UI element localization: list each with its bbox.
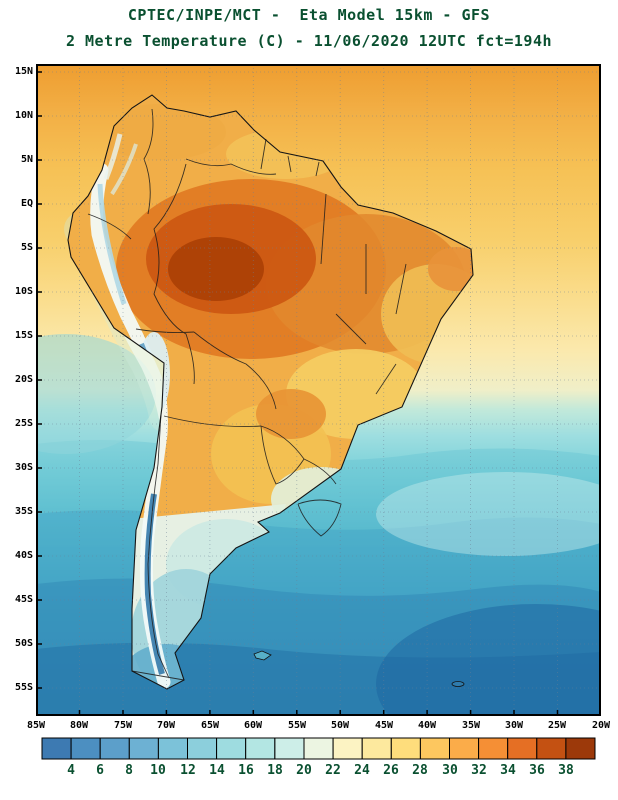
map-frame [0,64,618,764]
colorbar-segment [565,737,596,760]
islands [253,650,465,687]
lat-label: 40S [14,550,33,561]
colorbar-segment [419,737,450,760]
colorbar-value: 26 [383,763,399,778]
colorbar-value: 6 [96,763,104,778]
lon-label: 20W [591,720,611,731]
colorbar-value: 36 [529,763,545,778]
colorbar-value: 14 [209,763,225,778]
lon-label: 55W [287,720,307,731]
colorbar-segment [157,737,189,760]
colorbar-value: 24 [354,763,370,778]
lon-label: 30W [504,720,524,731]
title-line-2: 2 Metre Temperature (C) - 11/06/2020 12U… [65,32,553,50]
lat-label: 45S [14,594,33,605]
lat-label: 15N [14,66,33,77]
lat-label: 5N [20,154,33,165]
map-canvas [0,64,618,764]
lon-label: 50W [330,720,350,731]
lon-label: 85W [26,720,46,731]
colorbar-value: 22 [325,763,341,778]
colorbar-value: 16 [238,763,254,778]
colorbar-segment [70,737,101,760]
colorbar-value: 28 [412,763,428,778]
colorbar-segment [245,737,276,760]
colorbar-value: 4 [67,763,75,778]
lat-label: 35S [14,506,33,517]
lon-label: 25W [547,720,567,731]
lon-label: 35W [461,720,481,731]
lat-label: 50S [14,638,33,649]
colorbar-value: 34 [500,763,516,778]
colorbar-segment [128,737,159,760]
graticule [36,64,601,716]
lat-label: 15S [14,330,33,341]
colorbar-value: 32 [471,763,487,778]
colorbar-segment [390,737,421,760]
colorbar-segment [274,737,305,760]
lat-label: 55S [14,682,33,693]
lon-label: 75W [113,720,133,731]
title-line-1: CPTEC/INPE/MCT - Eta Model 15km - GFS [127,6,491,24]
lat-label: 10N [14,110,33,121]
lat-label: EQ [20,198,33,209]
colorbar-segment [478,737,509,760]
colorbar-segment [303,737,334,760]
lon-label: 40W [417,720,437,731]
colorbar [41,737,596,765]
map-border [36,64,601,716]
lat-label: 10S [14,286,33,297]
lon-label: 60W [243,720,263,731]
colorbar-segment [507,737,538,760]
colorbar-value: 30 [442,763,458,778]
colorbar-value: 10 [150,763,166,778]
lon-label: 45W [374,720,394,731]
colorbar-segment [187,737,218,760]
lat-label: 5S [20,242,33,253]
colorbar-value: 8 [125,763,133,778]
colorbar-value: 20 [296,763,312,778]
lon-label: 70W [156,720,176,731]
colorbar-segment [536,737,567,760]
lat-label: 30S [14,462,33,473]
colorbar-segment [361,737,392,760]
country-borders [87,108,407,681]
colorbar-value: 38 [558,763,574,778]
colorbar-value: 12 [180,763,196,778]
coastline [67,94,474,690]
lon-label: 80W [69,720,89,731]
colorbar-segment [41,737,72,760]
lat-label: 25S [14,418,33,429]
colorbar-segment [216,737,247,760]
lon-label: 65W [200,720,220,731]
colorbar-segment [449,737,480,760]
lat-label: 20S [14,374,33,385]
colorbar-value: 18 [267,763,283,778]
colorbar-segment [332,737,363,760]
colorbar-segment [99,737,130,760]
